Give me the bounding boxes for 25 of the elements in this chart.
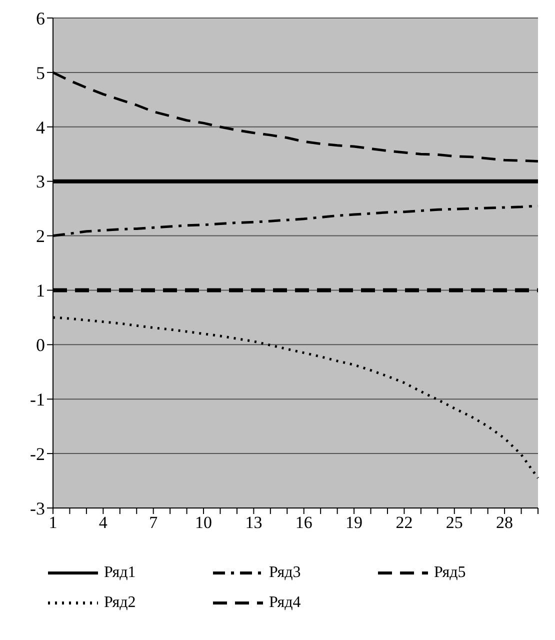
y-tick-label: -2 bbox=[30, 444, 45, 464]
x-tick-label: 1 bbox=[48, 513, 58, 532]
x-tick-label: 13 bbox=[245, 513, 262, 532]
x-tick-label: 28 bbox=[496, 513, 514, 532]
y-tick-label: 1 bbox=[36, 280, 45, 301]
y-tick-label: 5 bbox=[36, 62, 45, 83]
y-tick-label: -1 bbox=[30, 390, 45, 410]
x-tick-label: 10 bbox=[195, 513, 212, 532]
legend-label: Ряд3 bbox=[269, 564, 301, 582]
x-tick-label: 16 bbox=[295, 513, 312, 532]
x-tick-label: 4 bbox=[98, 513, 108, 532]
x-tick-label: 7 bbox=[149, 513, 158, 532]
y-tick-label: 3 bbox=[36, 172, 45, 192]
legend-label: Ряд1 bbox=[104, 564, 136, 582]
x-tick-label: 25 bbox=[446, 513, 463, 532]
x-tick-label: 19 bbox=[346, 513, 363, 532]
y-tick-label: 4 bbox=[36, 117, 45, 138]
x-tick-label: 22 bbox=[396, 513, 413, 532]
legend-label: Ряд5 bbox=[434, 564, 466, 582]
legend-label: Ряд2 bbox=[104, 594, 136, 612]
legend-label: Ряд4 bbox=[269, 594, 301, 612]
y-tick-label: 0 bbox=[36, 335, 45, 356]
y-tick-label: -3 bbox=[30, 498, 45, 518]
y-tick-label: 6 bbox=[36, 8, 45, 28]
y-tick-label: 2 bbox=[36, 226, 45, 246]
